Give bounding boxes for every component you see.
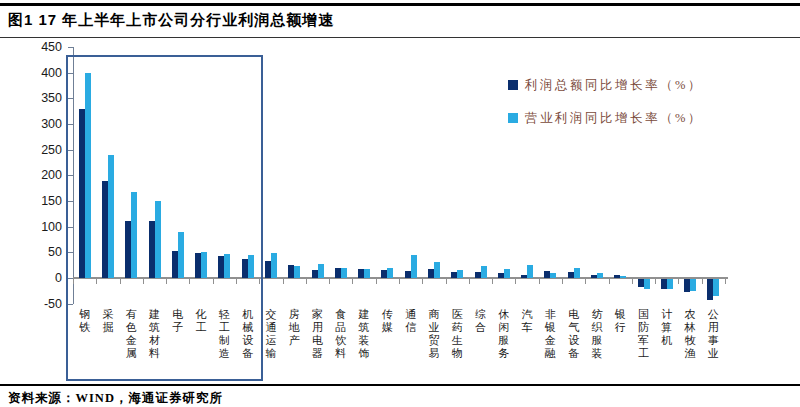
x-axis-tick: [725, 279, 726, 284]
y-axis-tick-label: 300: [28, 117, 62, 131]
bar-operating-profit-15: [434, 262, 440, 278]
x-axis-tick: [376, 279, 377, 284]
x-axis-category-label: 食品饮料: [334, 308, 348, 360]
bottom-divider: [0, 384, 800, 386]
x-axis-tick: [585, 279, 586, 284]
x-axis-tick: [306, 279, 307, 284]
y-axis-tick-label: 50: [28, 245, 62, 259]
bar-operating-profit-8: [271, 253, 277, 278]
bar-operating-profit-11: [341, 268, 347, 278]
legend-swatch-operating-profit-icon: [508, 113, 518, 123]
x-axis-category-label: 公用事业: [706, 308, 720, 360]
y-axis-tick: [68, 47, 73, 48]
bar-operating-profit-12: [364, 269, 370, 278]
x-axis-tick: [492, 279, 493, 284]
bar-operating-profit-20: [550, 273, 556, 278]
bar-operating-profit-9: [294, 266, 300, 278]
x-axis-category-label: 家用电器: [311, 308, 325, 360]
x-axis-category-label: 休闲服务: [497, 308, 511, 360]
bar-operating-profit-19: [527, 265, 533, 278]
y-axis-tick-label: -50: [28, 297, 62, 311]
report-figure: 图1 17 年上半年上市公司分行业利润总额增速 4504003503002502…: [0, 0, 800, 407]
x-axis-tick: [515, 279, 516, 284]
x-axis-tick: [655, 279, 656, 284]
legend-item-profit-total: 利润总额同比增长率（%）: [508, 78, 703, 92]
x-axis-category-label: 国防军工: [637, 308, 651, 360]
x-axis-category-label: 农林牧渔: [683, 308, 697, 360]
x-axis-tick: [329, 279, 330, 284]
x-axis-category-label: 纺织服装: [590, 308, 604, 360]
x-axis-category-label: 医药生物: [450, 308, 464, 360]
x-axis-category-label: 银行: [613, 308, 627, 334]
legend-swatch-profit-total-icon: [508, 80, 518, 90]
x-axis-category-label: 建筑装饰: [357, 308, 371, 360]
y-axis-tick-label: 150: [28, 194, 62, 208]
x-axis-tick: [609, 279, 610, 284]
y-axis-tick-label: 450: [28, 40, 62, 54]
y-axis-tick-label: 250: [28, 143, 62, 157]
legend-label: 利润总额同比增长率（%）: [525, 77, 703, 94]
x-axis-tick: [632, 279, 633, 284]
x-axis-tick: [352, 279, 353, 284]
legend-item-operating-profit: 营业利润同比增长率（%）: [508, 111, 703, 125]
bar-operating-profit-16: [457, 270, 463, 278]
bar-operating-profit-13: [387, 268, 393, 278]
x-axis-category-label: 计算机: [660, 308, 674, 347]
bar-operating-profit-21: [574, 268, 580, 278]
bar-operating-profit-25: [667, 279, 673, 289]
x-axis-tick: [422, 279, 423, 284]
x-axis-category-label: 综合: [474, 308, 488, 334]
legend-label: 营业利润同比增长率（%）: [525, 110, 703, 127]
y-axis-tick-label: 200: [28, 168, 62, 182]
x-axis-tick: [469, 279, 470, 284]
x-axis-tick: [702, 279, 703, 284]
x-axis-category-label: 通信: [404, 308, 418, 334]
source-line: 资料来源：WIND，海通证券研究所: [8, 390, 223, 407]
y-axis-tick-label: 100: [28, 220, 62, 234]
bar-operating-profit-14: [411, 255, 417, 278]
x-axis-category-label: 房地产: [287, 308, 301, 347]
y-axis-tick-label: 350: [28, 91, 62, 105]
bar-operating-profit-23: [620, 276, 626, 278]
x-axis-tick: [678, 279, 679, 284]
bar-operating-profit-17: [481, 266, 487, 278]
x-axis-tick: [399, 279, 400, 284]
bar-operating-profit-27: [713, 279, 719, 296]
y-axis-tick-label: 400: [28, 66, 62, 80]
highlight-box: [66, 55, 263, 381]
x-axis-category-label: 非银金融: [543, 308, 557, 360]
x-axis-category-label: 汽车: [520, 308, 534, 334]
chart-legend: 利润总额同比增长率（%） 营业利润同比增长率（%）: [508, 78, 703, 144]
y-axis-tick-label: 0: [28, 271, 62, 285]
x-axis-category-label: 商业贸易: [427, 308, 441, 360]
bar-operating-profit-18: [504, 269, 510, 278]
x-axis-tick: [562, 279, 563, 284]
x-axis-tick: [446, 279, 447, 284]
bar-operating-profit-10: [318, 264, 324, 278]
x-axis-category-label: 交通运输: [264, 308, 278, 360]
bar-operating-profit-24: [644, 279, 650, 289]
x-axis-tick: [539, 279, 540, 284]
x-axis-category-label: 传媒: [380, 308, 394, 334]
bar-operating-profit-22: [597, 273, 603, 278]
bar-operating-profit-26: [690, 279, 696, 291]
x-axis-tick: [283, 279, 284, 284]
x-axis-category-label: 电气设备: [567, 308, 581, 360]
